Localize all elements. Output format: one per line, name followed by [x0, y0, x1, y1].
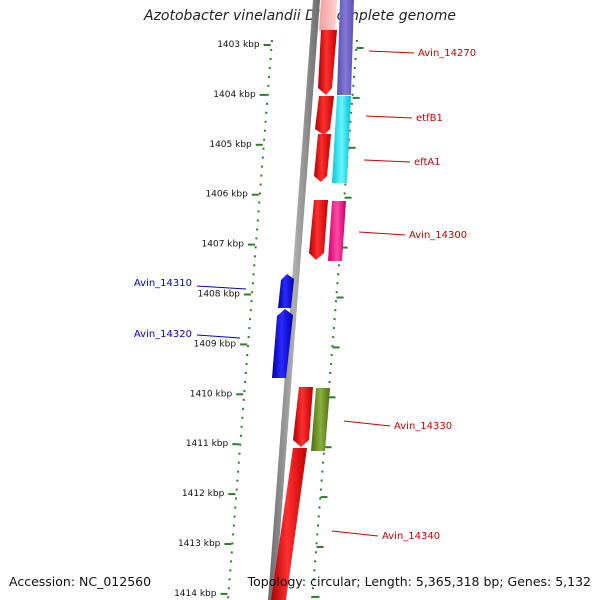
- gene-arrow-avin-14310[interactable]: [278, 274, 294, 308]
- ruler-tick-label: 1409 kbp: [194, 339, 237, 349]
- gene-label-efta1[interactable]: eftA1: [414, 157, 441, 168]
- gene-track: [271, 0, 337, 600]
- gene-arrow-avin-14330[interactable]: [293, 387, 313, 447]
- ruler-tick-label: 1405 kbp: [209, 140, 252, 150]
- gene-arrow-avin-14270[interactable]: [318, 30, 337, 95]
- label-leader-line: [358, 231, 406, 236]
- genome-summary-text: Topology: circular; Length: 5,365,318 bp…: [247, 574, 591, 589]
- ruler-tick-label: 1408 kbp: [198, 290, 241, 300]
- ruler-tick-label: 1406 kbp: [205, 190, 248, 200]
- cog-feature-cyan: [332, 96, 351, 183]
- ruler-tick-label: 1414 kbp: [174, 589, 217, 599]
- ruler-tick-label: 1403 kbp: [217, 40, 260, 50]
- dotted-guides: [227, 39, 358, 600]
- cog-feature-pink: [328, 201, 346, 261]
- label-leader-line: [196, 285, 247, 290]
- ruler-tick-label: 1410 kbp: [190, 389, 233, 399]
- label-leader-line: [331, 530, 379, 537]
- cog-feature-purple: [337, 0, 354, 95]
- cog-category-track: [311, 0, 354, 451]
- label-leader-line: [368, 50, 415, 54]
- kbp-ruler: 1403 kbp 1404 kbp 1405 kbp 1406 kbp 1407 kbp…: [174, 40, 364, 599]
- gene-label-avin-14340[interactable]: Avin_14340: [382, 531, 440, 542]
- right-dotted-guide: [311, 39, 358, 600]
- gene-arrow-avin-14340[interactable]: [271, 448, 307, 600]
- genome-title: Azotobacter vinelandii DJ, complete geno…: [144, 8, 456, 24]
- label-leader-line: [196, 334, 241, 339]
- ruler-tick-label: 1411 kbp: [186, 439, 229, 449]
- genome-backbone: [268, 0, 320, 600]
- label-leader-line: [365, 115, 413, 119]
- gene-label-avin-14320[interactable]: Avin_14320: [134, 329, 192, 340]
- ruler-tick-label: 1413 kbp: [178, 539, 221, 549]
- label-leader-line: [343, 420, 391, 427]
- gene-label-etfb1[interactable]: etfB1: [416, 113, 443, 124]
- gene-label-avin-14270[interactable]: Avin_14270: [418, 48, 476, 59]
- gene-label-avin-14310[interactable]: Avin_14310: [134, 278, 192, 289]
- gene-arrow-avin-14320[interactable]: [272, 309, 293, 378]
- gene-arrow-top-partial[interactable]: [319, 0, 337, 30]
- gene-arrow-avin-14300[interactable]: [309, 200, 328, 260]
- gene-arrow-etfb1[interactable]: [315, 96, 334, 135]
- ruler-tick-label: 1404 kbp: [213, 90, 256, 100]
- ruler-tick-label: 1412 kbp: [182, 489, 225, 499]
- gene-label-avin-14330[interactable]: Avin_14330: [394, 421, 452, 432]
- label-leaders: [196, 50, 415, 537]
- gene-arrow-efta1[interactable]: [314, 134, 331, 182]
- left-dotted-guide: [227, 39, 273, 600]
- ruler-tick-label: 1407 kbp: [202, 240, 245, 250]
- label-leader-line: [363, 159, 411, 163]
- gene-labels: Avin_14270 etfB1 eftA1 Avin_14300 Avin_14310…: [134, 48, 476, 542]
- cog-feature-olive: [311, 388, 330, 451]
- accession-text: Accession: NC_012560: [9, 574, 152, 589]
- gene-label-avin-14300[interactable]: Avin_14300: [409, 230, 467, 241]
